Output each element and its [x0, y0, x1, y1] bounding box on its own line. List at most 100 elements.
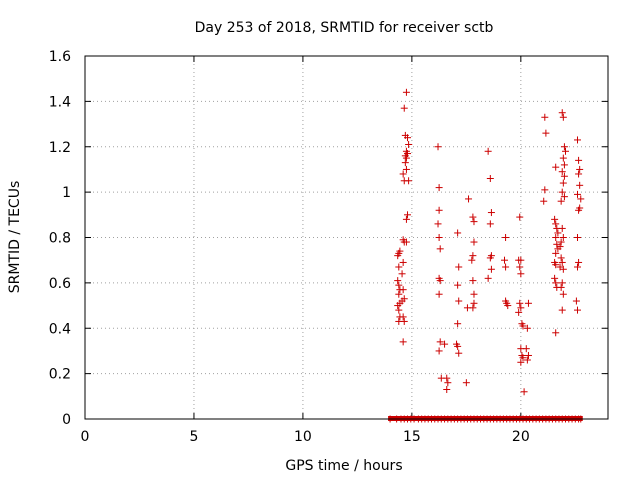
- data-point: [394, 252, 402, 260]
- data-point: [399, 258, 407, 266]
- data-point: [394, 277, 402, 285]
- y-tick-label: 1.2: [49, 140, 71, 156]
- data-point: [559, 154, 567, 162]
- data-point: [398, 297, 406, 305]
- data-point: [575, 206, 583, 214]
- data-point: [552, 329, 560, 337]
- grid-lines: [85, 56, 608, 419]
- data-point: [454, 281, 462, 289]
- x-tick-labels: 0 5 10 15 20: [81, 429, 530, 445]
- data-point: [484, 147, 492, 155]
- data-point: [559, 265, 567, 273]
- data-point: [399, 313, 407, 321]
- data-point: [552, 220, 560, 228]
- data-point: [401, 159, 409, 167]
- data-point: [395, 281, 403, 289]
- data-point: [520, 388, 528, 396]
- data-point: [454, 342, 462, 350]
- data-point: [399, 170, 407, 178]
- data-point: [462, 379, 470, 387]
- y-tick-label: 1.4: [49, 94, 71, 110]
- data-point: [400, 104, 408, 112]
- data-point: [444, 379, 452, 387]
- data-point: [557, 197, 565, 205]
- data-point: [519, 354, 527, 362]
- data-point: [572, 297, 580, 305]
- data-point: [435, 347, 443, 355]
- y-tick-label: 1: [62, 185, 71, 201]
- data-point: [524, 351, 532, 359]
- x-tick-label: 5: [189, 429, 198, 445]
- data-point: [469, 277, 477, 285]
- data-point: [524, 299, 532, 307]
- data-point: [395, 263, 403, 271]
- data-point: [435, 184, 443, 192]
- data-point: [402, 215, 410, 223]
- data-point: [552, 163, 560, 171]
- data-point: [560, 193, 568, 201]
- data-point: [523, 356, 531, 364]
- data-point: [434, 220, 442, 228]
- chart-title: Day 253 of 2018, SRMTID for receiver sct…: [195, 20, 494, 36]
- data-point: [552, 279, 560, 287]
- data-point: [557, 283, 565, 291]
- data-point: [402, 154, 410, 162]
- data-point: [558, 168, 566, 176]
- data-point: [558, 188, 566, 196]
- data-point: [515, 308, 523, 316]
- data-point: [470, 218, 478, 226]
- data-point: [516, 263, 524, 271]
- data-point: [396, 247, 404, 255]
- data-point: [455, 349, 463, 357]
- data-point: [436, 277, 444, 285]
- data-point: [558, 306, 566, 314]
- data-point: [443, 386, 451, 394]
- data-point: [519, 322, 527, 330]
- data-point: [559, 234, 567, 241]
- data-point: [436, 245, 444, 253]
- data-point: [502, 234, 510, 241]
- data-point: [486, 254, 494, 262]
- x-axis-title: GPS time / hours: [285, 458, 402, 474]
- y-tick-label: 0.8: [49, 231, 71, 247]
- data-point: [404, 150, 412, 158]
- data-point: [469, 252, 477, 260]
- x-tick-label: 10: [294, 429, 312, 445]
- data-point: [470, 238, 478, 246]
- data-point: [517, 358, 525, 366]
- data-point: [405, 140, 413, 148]
- data-point: [435, 234, 443, 241]
- y-tick-labels: 0 0.2 0.4 0.6 0.8 1 1.2 1.4 1.6: [49, 49, 71, 428]
- data-point: [484, 274, 492, 282]
- data-point: [558, 109, 566, 117]
- data-point: [434, 143, 442, 151]
- y-tick-label: 0: [62, 412, 71, 428]
- data-point: [573, 190, 581, 198]
- data-point: [486, 175, 494, 183]
- data-point: [562, 147, 570, 155]
- data-point: [469, 213, 477, 221]
- x-tick-label: 0: [81, 429, 90, 445]
- data-point: [468, 256, 476, 264]
- data-point: [486, 220, 494, 228]
- data-point: [470, 290, 478, 298]
- data-point: [577, 195, 585, 203]
- data-point: [559, 290, 567, 298]
- data-point: [573, 263, 581, 271]
- data-point: [517, 270, 525, 278]
- data-point: [552, 249, 560, 257]
- data-point: [502, 263, 510, 271]
- data-point: [398, 270, 406, 278]
- data-point: [402, 238, 410, 246]
- data-point: [558, 279, 566, 287]
- data-point: [516, 299, 524, 307]
- data-point: [551, 215, 559, 223]
- data-point: [402, 88, 410, 96]
- data-point: [557, 254, 565, 262]
- data-point: [558, 224, 566, 232]
- data-point: [469, 304, 477, 312]
- data-point: [454, 229, 462, 237]
- data-point: [394, 302, 402, 310]
- data-point: [573, 306, 581, 314]
- data-point: [551, 274, 559, 282]
